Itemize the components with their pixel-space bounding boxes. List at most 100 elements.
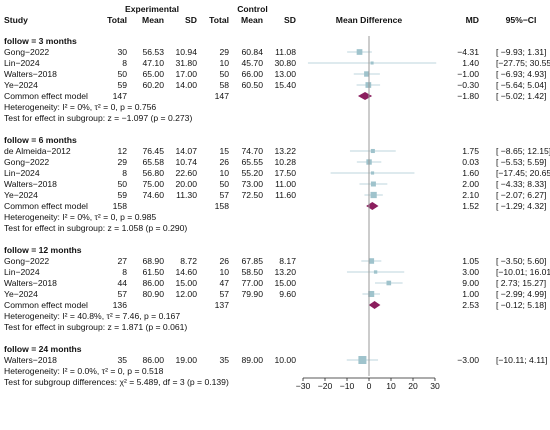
subgroup-differences-test: Test for subgroup differences: χ² = 5.48… (4, 377, 229, 387)
experimental-sd: 20.00 (175, 179, 197, 189)
x-tick-label: 20 (408, 381, 418, 391)
summary-label: Common effect model (4, 201, 88, 211)
subgroup-title: follow = 24 months (4, 344, 82, 354)
experimental-sd: 14.60 (175, 267, 197, 277)
header-mean-difference: Mean Difference (336, 15, 403, 25)
control-sd: 15.40 (274, 80, 296, 90)
heterogeneity-text: Heterogeneity: I² = 0%, τ² = 0, p = 0.98… (4, 212, 156, 222)
header-study: Study (4, 15, 28, 25)
experimental-sd: 17.00 (175, 69, 197, 79)
study-name: Walters−2018 (4, 355, 57, 365)
md-value: 3.00 (462, 267, 479, 277)
summary-md: −1.80 (457, 91, 479, 101)
experimental-sd: 31.80 (175, 58, 197, 68)
subgroup-title: follow = 3 months (4, 36, 77, 46)
summary-label: Common effect model (4, 300, 88, 310)
control-mean: 60.84 (241, 47, 263, 57)
header-e-total: Total (107, 15, 127, 25)
subgroup-test-text: Test for effect in subgroup: z = 1.058 (… (4, 223, 187, 233)
experimental-mean: 60.20 (142, 80, 164, 90)
header-c-sd: SD (284, 15, 296, 25)
experimental-sd: 19.00 (175, 355, 197, 365)
study-box (370, 171, 375, 175)
md-value: 1.40 (462, 58, 479, 68)
control-total: 50 (219, 179, 229, 189)
experimental-total: 8 (122, 58, 127, 68)
heterogeneity-text: Heterogeneity: I² = 0%, τ² = 0, p = 0.75… (4, 102, 156, 112)
md-value: 1.05 (462, 256, 479, 266)
experimental-total: 12 (117, 146, 127, 156)
control-mean: 67.85 (241, 256, 263, 266)
control-mean: 72.50 (241, 190, 263, 200)
control-sd: 11.00 (275, 179, 296, 189)
control-sd: 13.22 (274, 146, 296, 156)
ci-value: [ −2.99; 4.99] (496, 289, 546, 299)
control-total: 57 (219, 289, 229, 299)
study-box (364, 71, 370, 77)
control-total: 26 (219, 157, 229, 167)
header-ci: 95%−CI (506, 15, 537, 25)
ci-value: [ −4.33; 8.33] (496, 179, 546, 189)
experimental-total: 8 (122, 168, 127, 178)
md-value: 1.75 (462, 146, 479, 156)
control-total: 35 (219, 355, 229, 365)
study-box (368, 290, 375, 298)
ci-value: [−27.75; 30.55] (496, 58, 550, 68)
control-mean: 89.00 (241, 355, 263, 365)
control-mean: 60.50 (241, 80, 263, 90)
control-sd: 11.60 (275, 190, 296, 200)
control-sd: 13.00 (274, 69, 296, 79)
summary-md: 2.53 (462, 300, 479, 310)
control-total: 47 (219, 278, 229, 288)
summary-label: Common effect model (4, 91, 88, 101)
summary-e-total: 147 (113, 91, 128, 101)
md-value: −0.30 (457, 80, 479, 90)
control-mean: 77.00 (241, 278, 263, 288)
experimental-mean: 61.50 (142, 267, 164, 277)
study-name: Gong−2022 (4, 256, 49, 266)
md-value: −4.31 (457, 47, 479, 57)
experimental-mean: 68.90 (142, 256, 164, 266)
control-total: 10 (219, 267, 229, 277)
summary-e-total: 136 (113, 300, 128, 310)
header-c-total: Total (209, 15, 229, 25)
study-box (365, 82, 372, 88)
control-total: 29 (219, 47, 229, 57)
experimental-total: 8 (122, 267, 127, 277)
summary-diamond (357, 92, 373, 100)
study-name: Walters−2018 (4, 69, 57, 79)
experimental-mean: 75.00 (142, 179, 164, 189)
control-total: 26 (219, 256, 229, 266)
control-sd: 10.28 (274, 157, 296, 167)
experimental-mean: 47.10 (142, 58, 164, 68)
ci-value: [ −3.50; 5.60] (496, 256, 546, 266)
header-e-sd: SD (185, 15, 197, 25)
experimental-total: 30 (117, 47, 127, 57)
control-mean: 73.00 (241, 179, 263, 189)
control-mean: 65.55 (241, 157, 263, 167)
study-name: Gong−2022 (4, 157, 49, 167)
header-experimental: Experimental (125, 4, 179, 14)
experimental-mean: 86.00 (142, 355, 164, 365)
x-tick-label: −20 (318, 381, 333, 391)
control-mean: 79.90 (241, 289, 263, 299)
control-total: 58 (219, 80, 229, 90)
summary-ci: [ −0.12; 5.18] (496, 300, 546, 310)
experimental-mean: 86.00 (142, 278, 164, 288)
ci-value: [ −5.64; 5.04] (496, 80, 546, 90)
x-tick-label: −10 (340, 381, 355, 391)
summary-e-total: 158 (113, 201, 128, 211)
md-value: 0.03 (462, 157, 479, 167)
ci-value: [ −2.07; 6.27] (496, 190, 546, 200)
ci-value: [ 2.73; 15.27] (496, 278, 546, 288)
control-total: 57 (219, 190, 229, 200)
header-md: MD (466, 15, 479, 25)
subgroup-title: follow = 6 months (4, 135, 77, 145)
experimental-mean: 65.00 (142, 69, 164, 79)
experimental-mean: 74.60 (142, 190, 164, 200)
control-mean: 55.20 (241, 168, 263, 178)
study-box (370, 181, 376, 187)
study-box (370, 191, 377, 199)
md-value: 2.00 (462, 179, 479, 189)
